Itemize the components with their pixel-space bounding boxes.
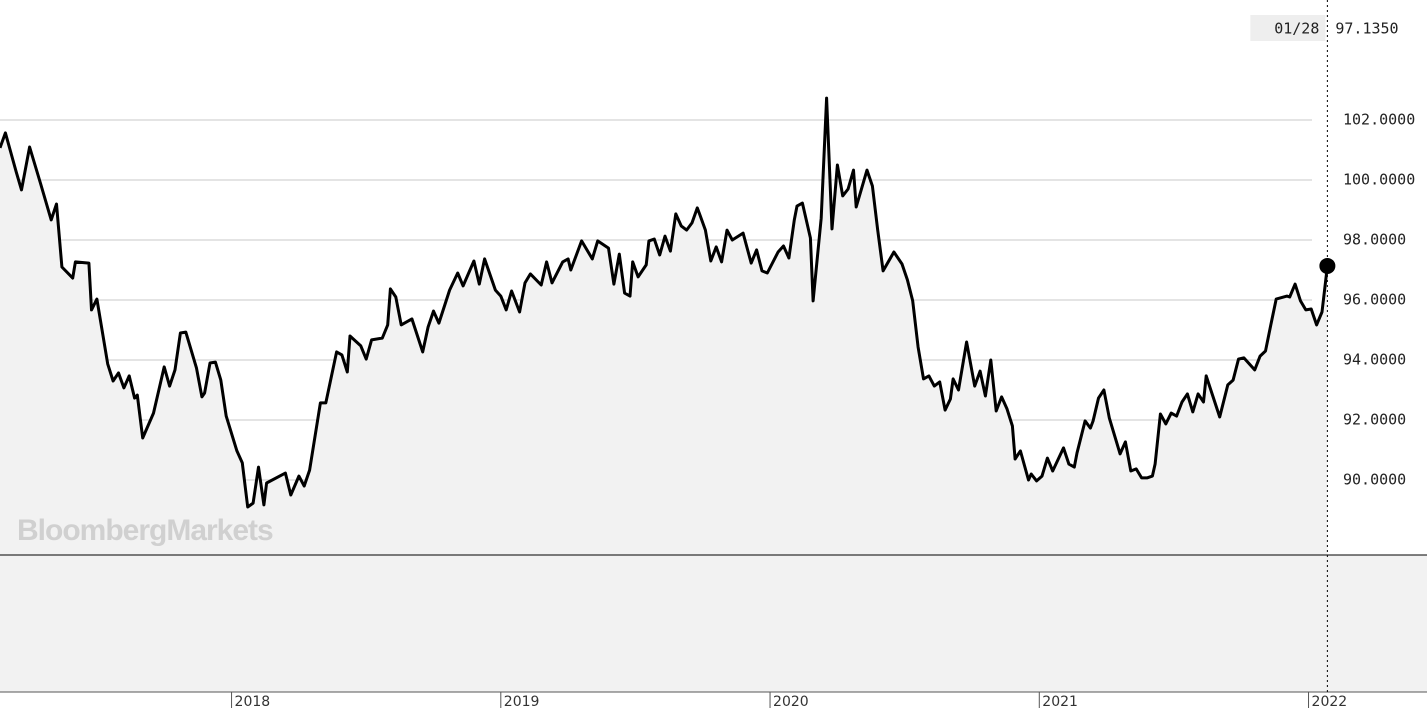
y-tick-label: 96.0000	[1343, 291, 1406, 309]
x-tick-label: 2020	[773, 694, 809, 710]
x-tick-label: 2022	[1312, 694, 1348, 710]
watermark: BloombergMarkets	[17, 514, 273, 547]
lower-panel	[0, 555, 1427, 692]
crosshair-date: 01/28	[1274, 20, 1319, 38]
x-tick-label: 2018	[235, 694, 271, 710]
overlay: 90.0000 92.0000 94.0000 96.0000 98.0000 100.0…	[231, 0, 1415, 710]
line	[0, 96, 1329, 509]
x-tick-label: 2019	[504, 694, 540, 710]
y-tick-label: 90.0000	[1343, 471, 1406, 489]
y-tick-label: 100.0000	[1343, 171, 1415, 189]
y-tick-label: 92.0000	[1343, 411, 1406, 429]
plot	[0, 96, 1329, 555]
crosshair-date-box	[1250, 15, 1326, 41]
last-point	[1319, 257, 1336, 274]
y-tick-label: 98.0000	[1343, 231, 1406, 249]
x-tick-label: 2021	[1042, 694, 1078, 710]
y-tick-label: 94.0000	[1343, 351, 1406, 369]
crosshair-value: 97.1350	[1335, 20, 1398, 38]
area	[0, 98, 1328, 555]
y-tick-label: 102.0000	[1343, 111, 1415, 129]
